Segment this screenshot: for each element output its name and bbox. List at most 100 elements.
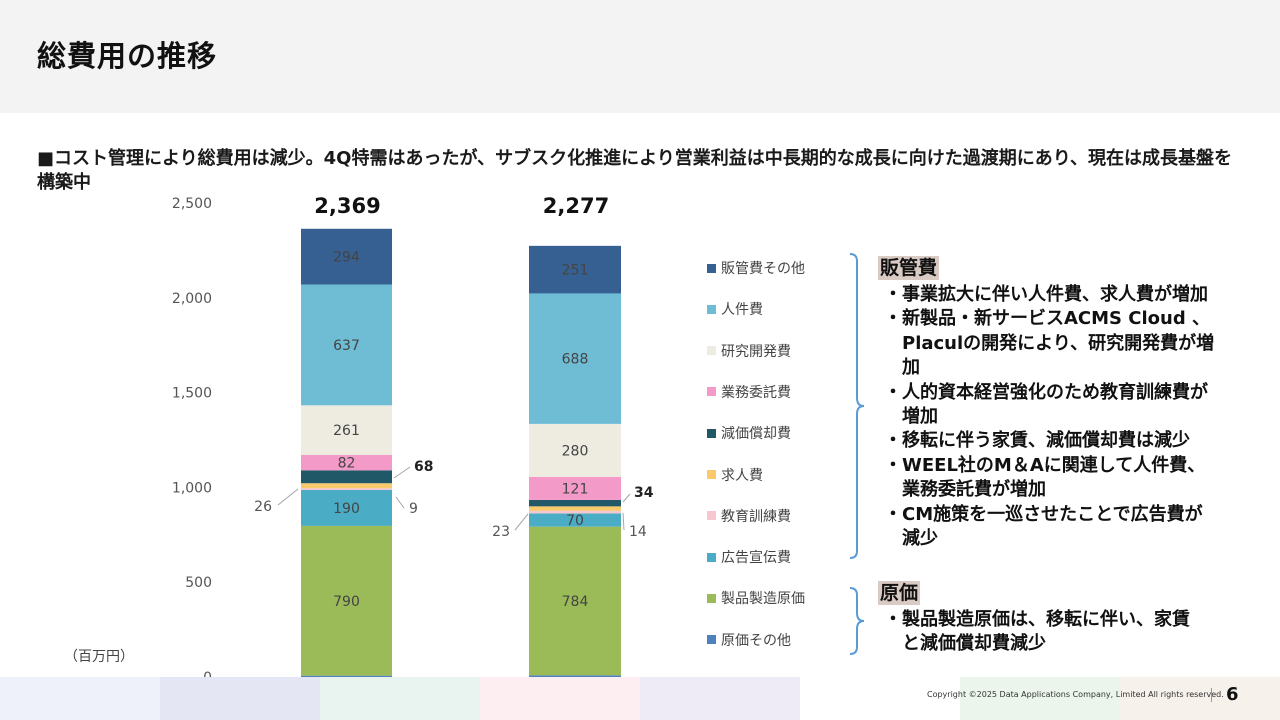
sga-note-line: Placulの開発により、研究開発費が増 (884, 332, 1215, 354)
data-label: 121 (562, 481, 589, 497)
legend-item: 研究開発費 (707, 341, 791, 361)
sga-note-line: 業務委託費が増加 (884, 479, 1046, 501)
copyright: Copyright ©2025 Data Applications Compan… (927, 690, 1224, 699)
leader-line (622, 493, 631, 503)
legend-swatch (707, 511, 716, 521)
data-label: 251 (562, 263, 589, 279)
bar-segment (301, 454, 392, 471)
legend-swatch (707, 263, 716, 273)
legend-swatch (707, 593, 716, 603)
data-label: 23 (492, 524, 510, 540)
legend-item: 製品製造原価 (707, 588, 805, 608)
legend-swatch (707, 304, 716, 314)
sga-note-line: ・人的資本経営強化のため教育訓練費が (884, 381, 1208, 403)
data-label: 784 (562, 594, 589, 610)
page-number: 6 (1226, 684, 1239, 705)
sga-note-line: 加 (884, 357, 920, 379)
footer-strip-block (960, 677, 1120, 720)
bar-segment (529, 675, 621, 677)
bar-segment (529, 423, 621, 477)
legend-label: 求人費 (721, 467, 763, 484)
legend-label: 教育訓練費 (721, 508, 791, 525)
y-tick-label: 500 (185, 575, 212, 591)
footer-strip-block (160, 677, 320, 720)
bar-segment (529, 293, 621, 424)
leader-line (395, 496, 405, 509)
leader-line (622, 512, 625, 531)
footer-strip-block (1120, 677, 1280, 720)
bar-segment (529, 499, 621, 507)
leader-line (277, 488, 299, 506)
bar-segment (301, 228, 392, 285)
data-label: 190 (333, 501, 360, 517)
bar-segment (301, 489, 392, 526)
sga-note-line: 減少 (884, 528, 938, 549)
bar-segment (301, 488, 392, 490)
sga-note-line: ・事業拡大に伴い人件費、求人費が増加 (884, 284, 1208, 305)
cogs-note-line: ・製品製造原価は、移転に伴い、家賃 (884, 609, 1190, 630)
legend-item: 減価償却費 (707, 423, 791, 443)
bar-segment (301, 284, 392, 406)
bar-segment (301, 483, 392, 489)
leader-line (514, 513, 529, 531)
summary-text: ■コスト管理により総費用は減少。4Q特需はあったが、サブスク化推進により営業利益… (37, 148, 1233, 193)
legend-swatch (707, 552, 716, 562)
legend-swatch (707, 635, 716, 645)
bar-segment (529, 245, 621, 294)
footer-strip-block (320, 677, 480, 720)
legend-item: 業務委託費 (707, 382, 791, 402)
data-label: 70 (566, 513, 584, 529)
data-label: 68 (414, 459, 433, 475)
sga-note-line: ・新製品・新サービスACMS Cloud 、 (884, 308, 1210, 330)
legend-label: 業務委託費 (721, 384, 791, 401)
title-bar: 総費用の推移 (0, 0, 1280, 113)
footer-strip-block (0, 677, 160, 720)
bar-segment (301, 675, 392, 677)
page-title: 総費用の推移 (37, 39, 218, 73)
legend-swatch (707, 470, 716, 479)
sga-note-line: ・移転に伴う家賃、減価償却費は減少 (884, 430, 1190, 452)
data-label: 82 (338, 456, 356, 472)
legend-label: 人件費 (721, 302, 763, 319)
sga-note-line: 増加 (884, 406, 938, 427)
legend-item: 広告宣伝費 (707, 547, 791, 567)
bar-segment (301, 525, 392, 676)
data-label: 9 (409, 501, 418, 517)
legend-swatch (707, 428, 716, 438)
legend-label: 広告宣伝費 (721, 550, 791, 567)
data-label: 294 (333, 250, 360, 266)
total-label: 2,277 (543, 194, 609, 218)
cogs-note-line: と減価償却費減少 (884, 633, 1046, 655)
footer-strip-block (800, 677, 960, 720)
bar-segment (301, 470, 392, 484)
y-tick-label: 2,500 (172, 196, 212, 212)
legend-swatch (707, 387, 716, 397)
legend-item: 求人費 (707, 465, 763, 485)
legend-item: 人件費 (707, 299, 763, 319)
footer-strip-block (480, 677, 640, 720)
bar-segment (529, 476, 621, 500)
legend-label: 製品製造原価 (721, 591, 805, 608)
unit-label: （百万円） (64, 649, 134, 665)
y-tick-label: 1,000 (172, 480, 212, 496)
legend-label: 研究開発費 (721, 343, 791, 360)
data-label: 790 (333, 594, 360, 610)
data-label: 34 (634, 485, 654, 501)
sga-note-line: ・WEEL社のM＆Aに関連して人件費、 (884, 454, 1206, 476)
y-tick-label: 1,500 (172, 386, 212, 402)
data-label: 280 (562, 443, 589, 459)
footer-strip-block (640, 677, 800, 720)
cogs-heading: 原価 (878, 581, 921, 605)
cogs-brace-icon (849, 587, 865, 655)
sga-brace-icon (849, 253, 865, 559)
bar-segment (529, 506, 621, 511)
sga-note-line: ・CM施策を一巡させたことで広告費が (884, 503, 1203, 525)
sga-heading: 販管費 (878, 256, 940, 280)
page-separator (1211, 688, 1212, 702)
legend-item: 教育訓練費 (707, 506, 791, 526)
data-label: 688 (562, 352, 589, 368)
bar-segment (301, 405, 392, 455)
leader-line (393, 466, 411, 479)
bar-segment (529, 510, 621, 514)
